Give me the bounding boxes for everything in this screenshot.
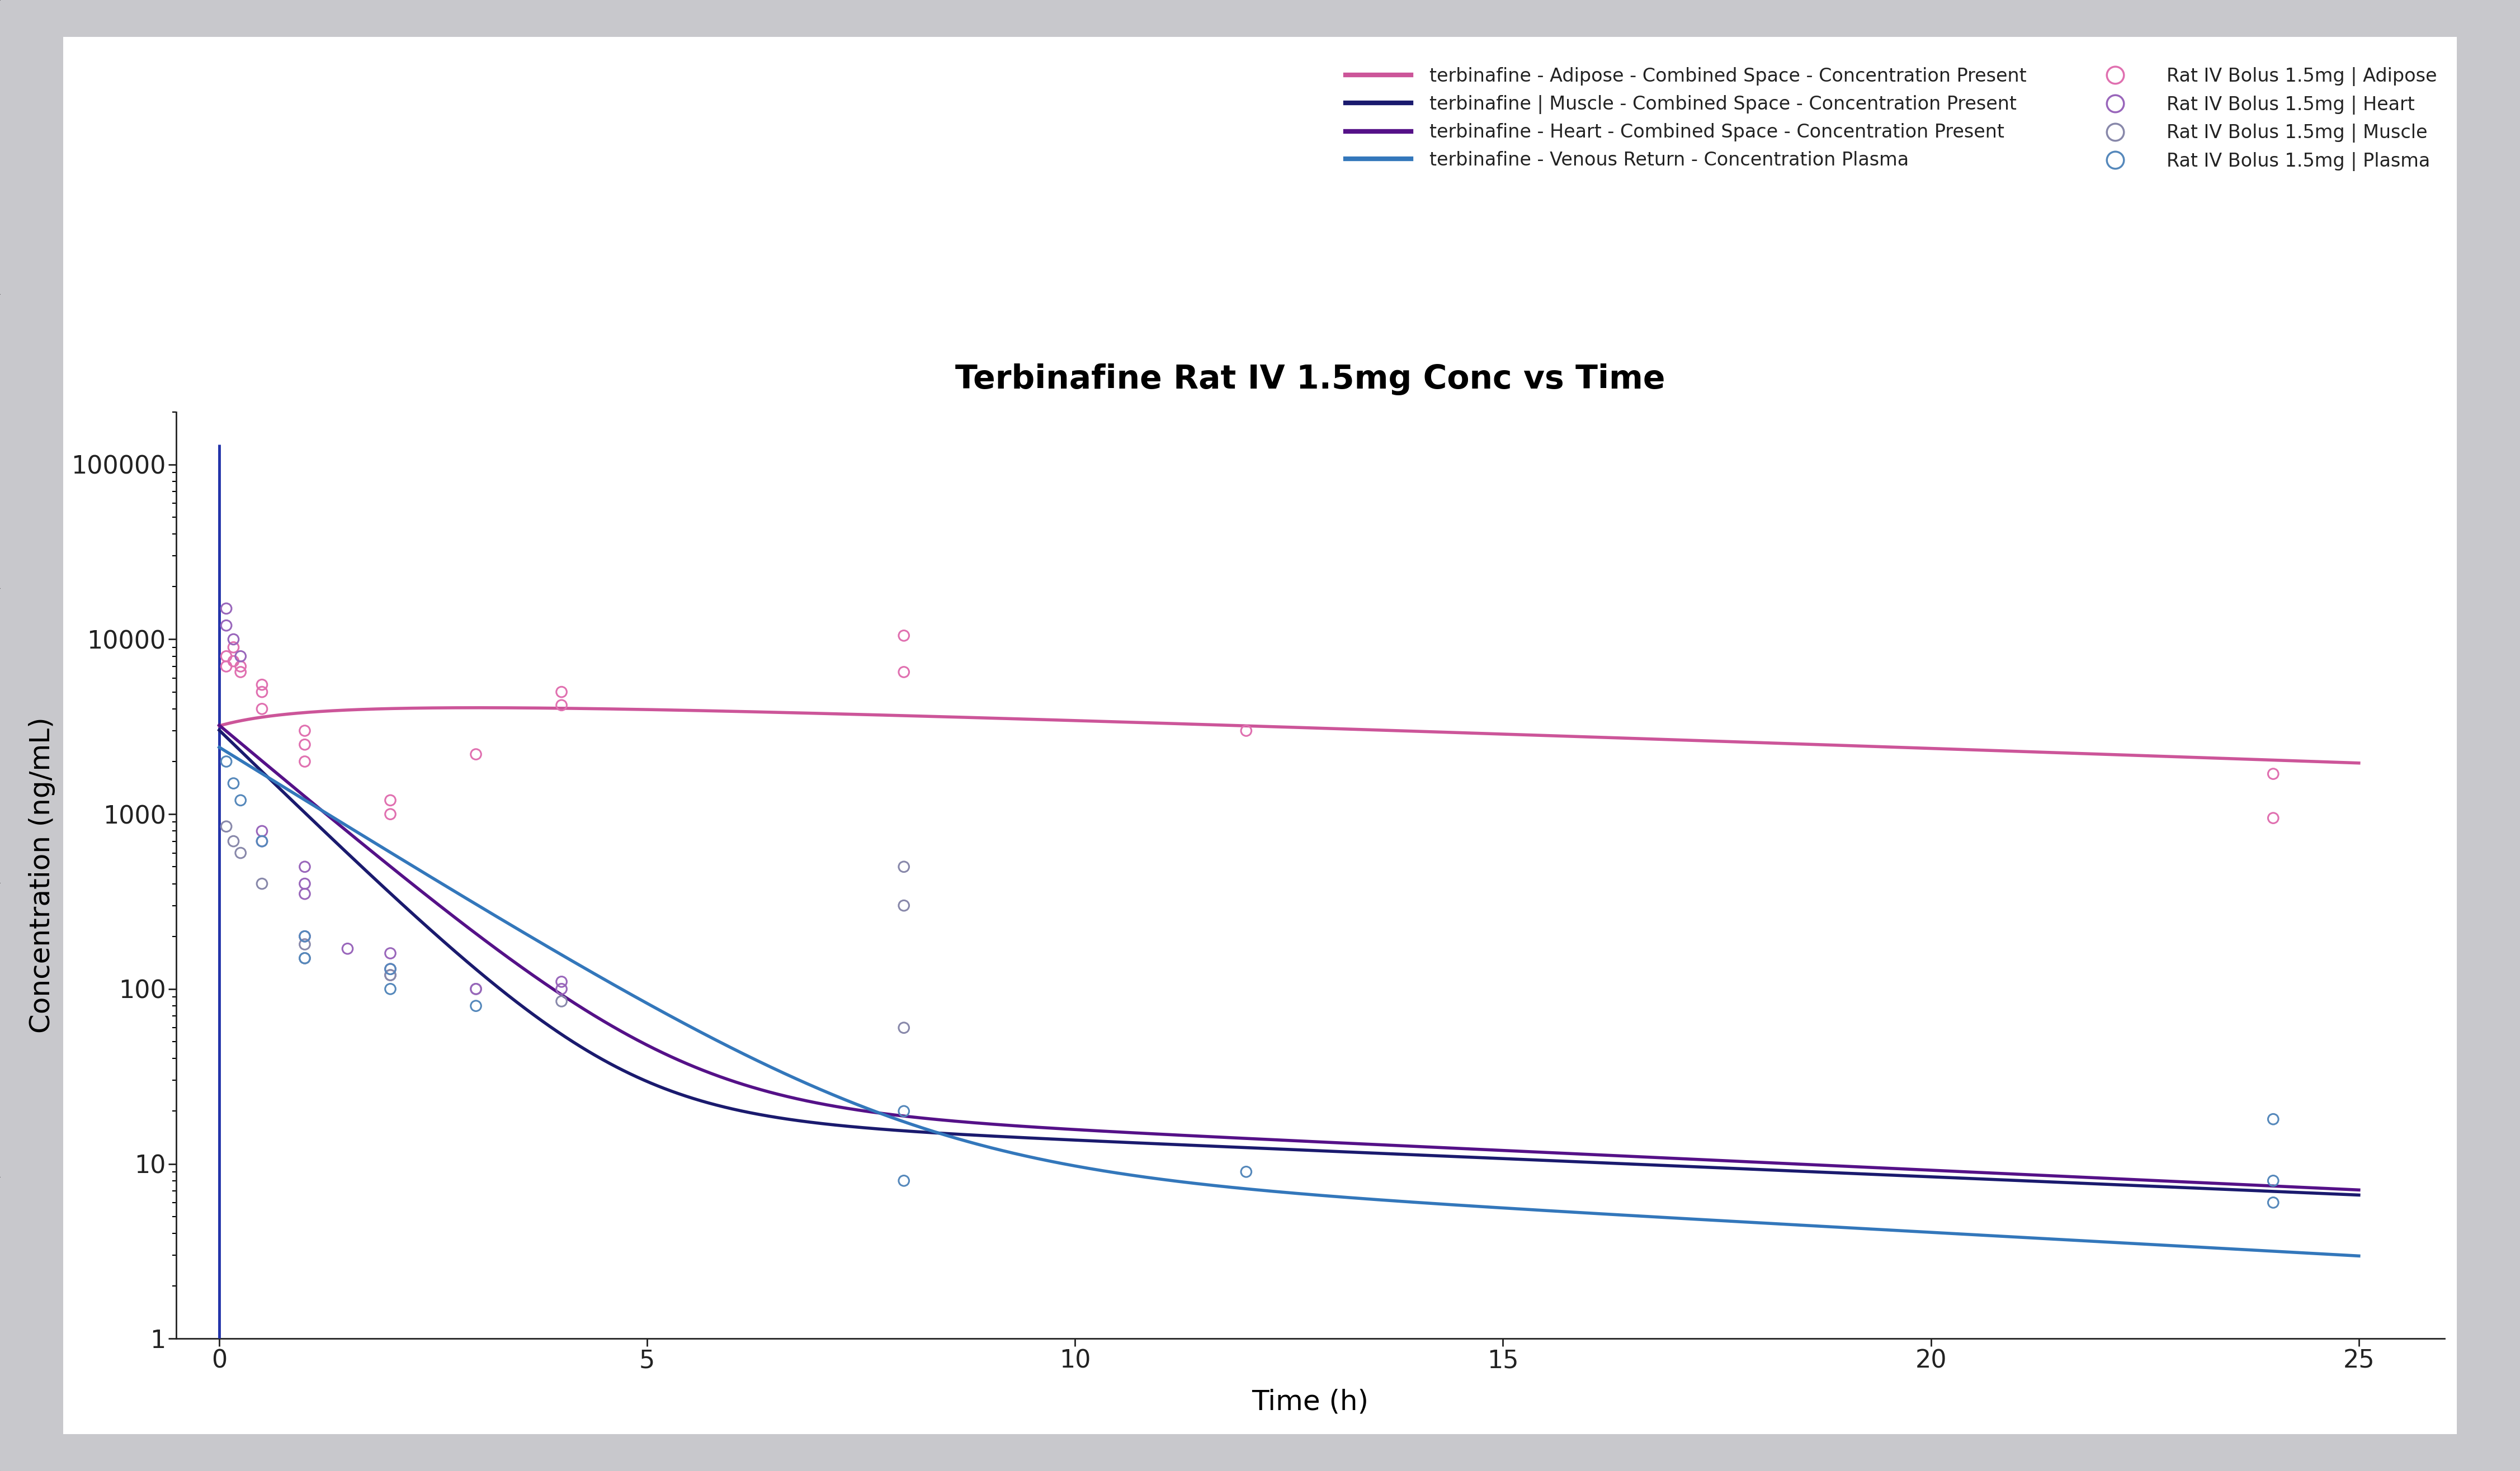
Point: [370, 941, 411, 965]
Point: [285, 925, 325, 949]
X-axis label: Time (h): Time (h): [1252, 1389, 1368, 1415]
Point: [456, 977, 496, 1000]
Point: [219, 644, 260, 668]
Point: [1227, 1161, 1268, 1184]
Point: [542, 969, 582, 993]
Point: [242, 819, 282, 843]
Point: [885, 660, 925, 684]
Point: [370, 964, 411, 987]
Point: [2253, 1192, 2293, 1215]
Point: [885, 1016, 925, 1040]
Point: [456, 994, 496, 1018]
Point: [219, 655, 260, 678]
Point: [370, 977, 411, 1000]
Point: [285, 750, 325, 774]
Point: [207, 613, 247, 637]
Point: [285, 946, 325, 969]
Point: [207, 597, 247, 621]
Point: [1227, 719, 1268, 743]
Point: [542, 977, 582, 1000]
Point: [242, 672, 282, 696]
Point: [885, 624, 925, 647]
Point: [219, 788, 260, 812]
Point: [285, 933, 325, 956]
Point: [456, 743, 496, 766]
Point: [207, 644, 247, 668]
Point: [285, 946, 325, 969]
Legend: terbinafine - Adipose - Combined Space - Concentration Present, terbinafine | Mu: terbinafine - Adipose - Combined Space -…: [1338, 60, 2444, 178]
Point: [885, 855, 925, 878]
Point: [242, 872, 282, 896]
Point: [285, 883, 325, 906]
Point: [370, 788, 411, 812]
Point: [285, 855, 325, 878]
Y-axis label: Concentration (ng/mL): Concentration (ng/mL): [28, 718, 55, 1033]
Point: [885, 1169, 925, 1193]
Point: [242, 680, 282, 703]
Point: [2253, 806, 2293, 830]
Point: [219, 660, 260, 684]
Point: [214, 830, 255, 853]
Point: [219, 841, 260, 865]
Point: [285, 872, 325, 896]
Point: [214, 772, 255, 796]
Point: [885, 1099, 925, 1122]
Point: [370, 964, 411, 987]
Point: [328, 937, 368, 961]
Point: [214, 635, 255, 659]
Point: [370, 958, 411, 981]
Point: [2253, 1169, 2293, 1193]
Point: [242, 697, 282, 721]
Point: [370, 958, 411, 981]
Point: [214, 649, 255, 672]
Title: Terbinafine Rat IV 1.5mg Conc vs Time: Terbinafine Rat IV 1.5mg Conc vs Time: [955, 363, 1666, 396]
Point: [542, 693, 582, 716]
Point: [2253, 1108, 2293, 1131]
Point: [885, 894, 925, 918]
Point: [242, 830, 282, 853]
Point: [214, 628, 255, 652]
Point: [456, 977, 496, 1000]
Point: [207, 815, 247, 838]
Point: [285, 733, 325, 756]
Point: [370, 802, 411, 825]
Point: [285, 719, 325, 743]
Point: [542, 990, 582, 1014]
Point: [207, 750, 247, 774]
Point: [542, 680, 582, 703]
Point: [242, 830, 282, 853]
Point: [2253, 762, 2293, 786]
Point: [285, 925, 325, 949]
Point: [207, 655, 247, 678]
